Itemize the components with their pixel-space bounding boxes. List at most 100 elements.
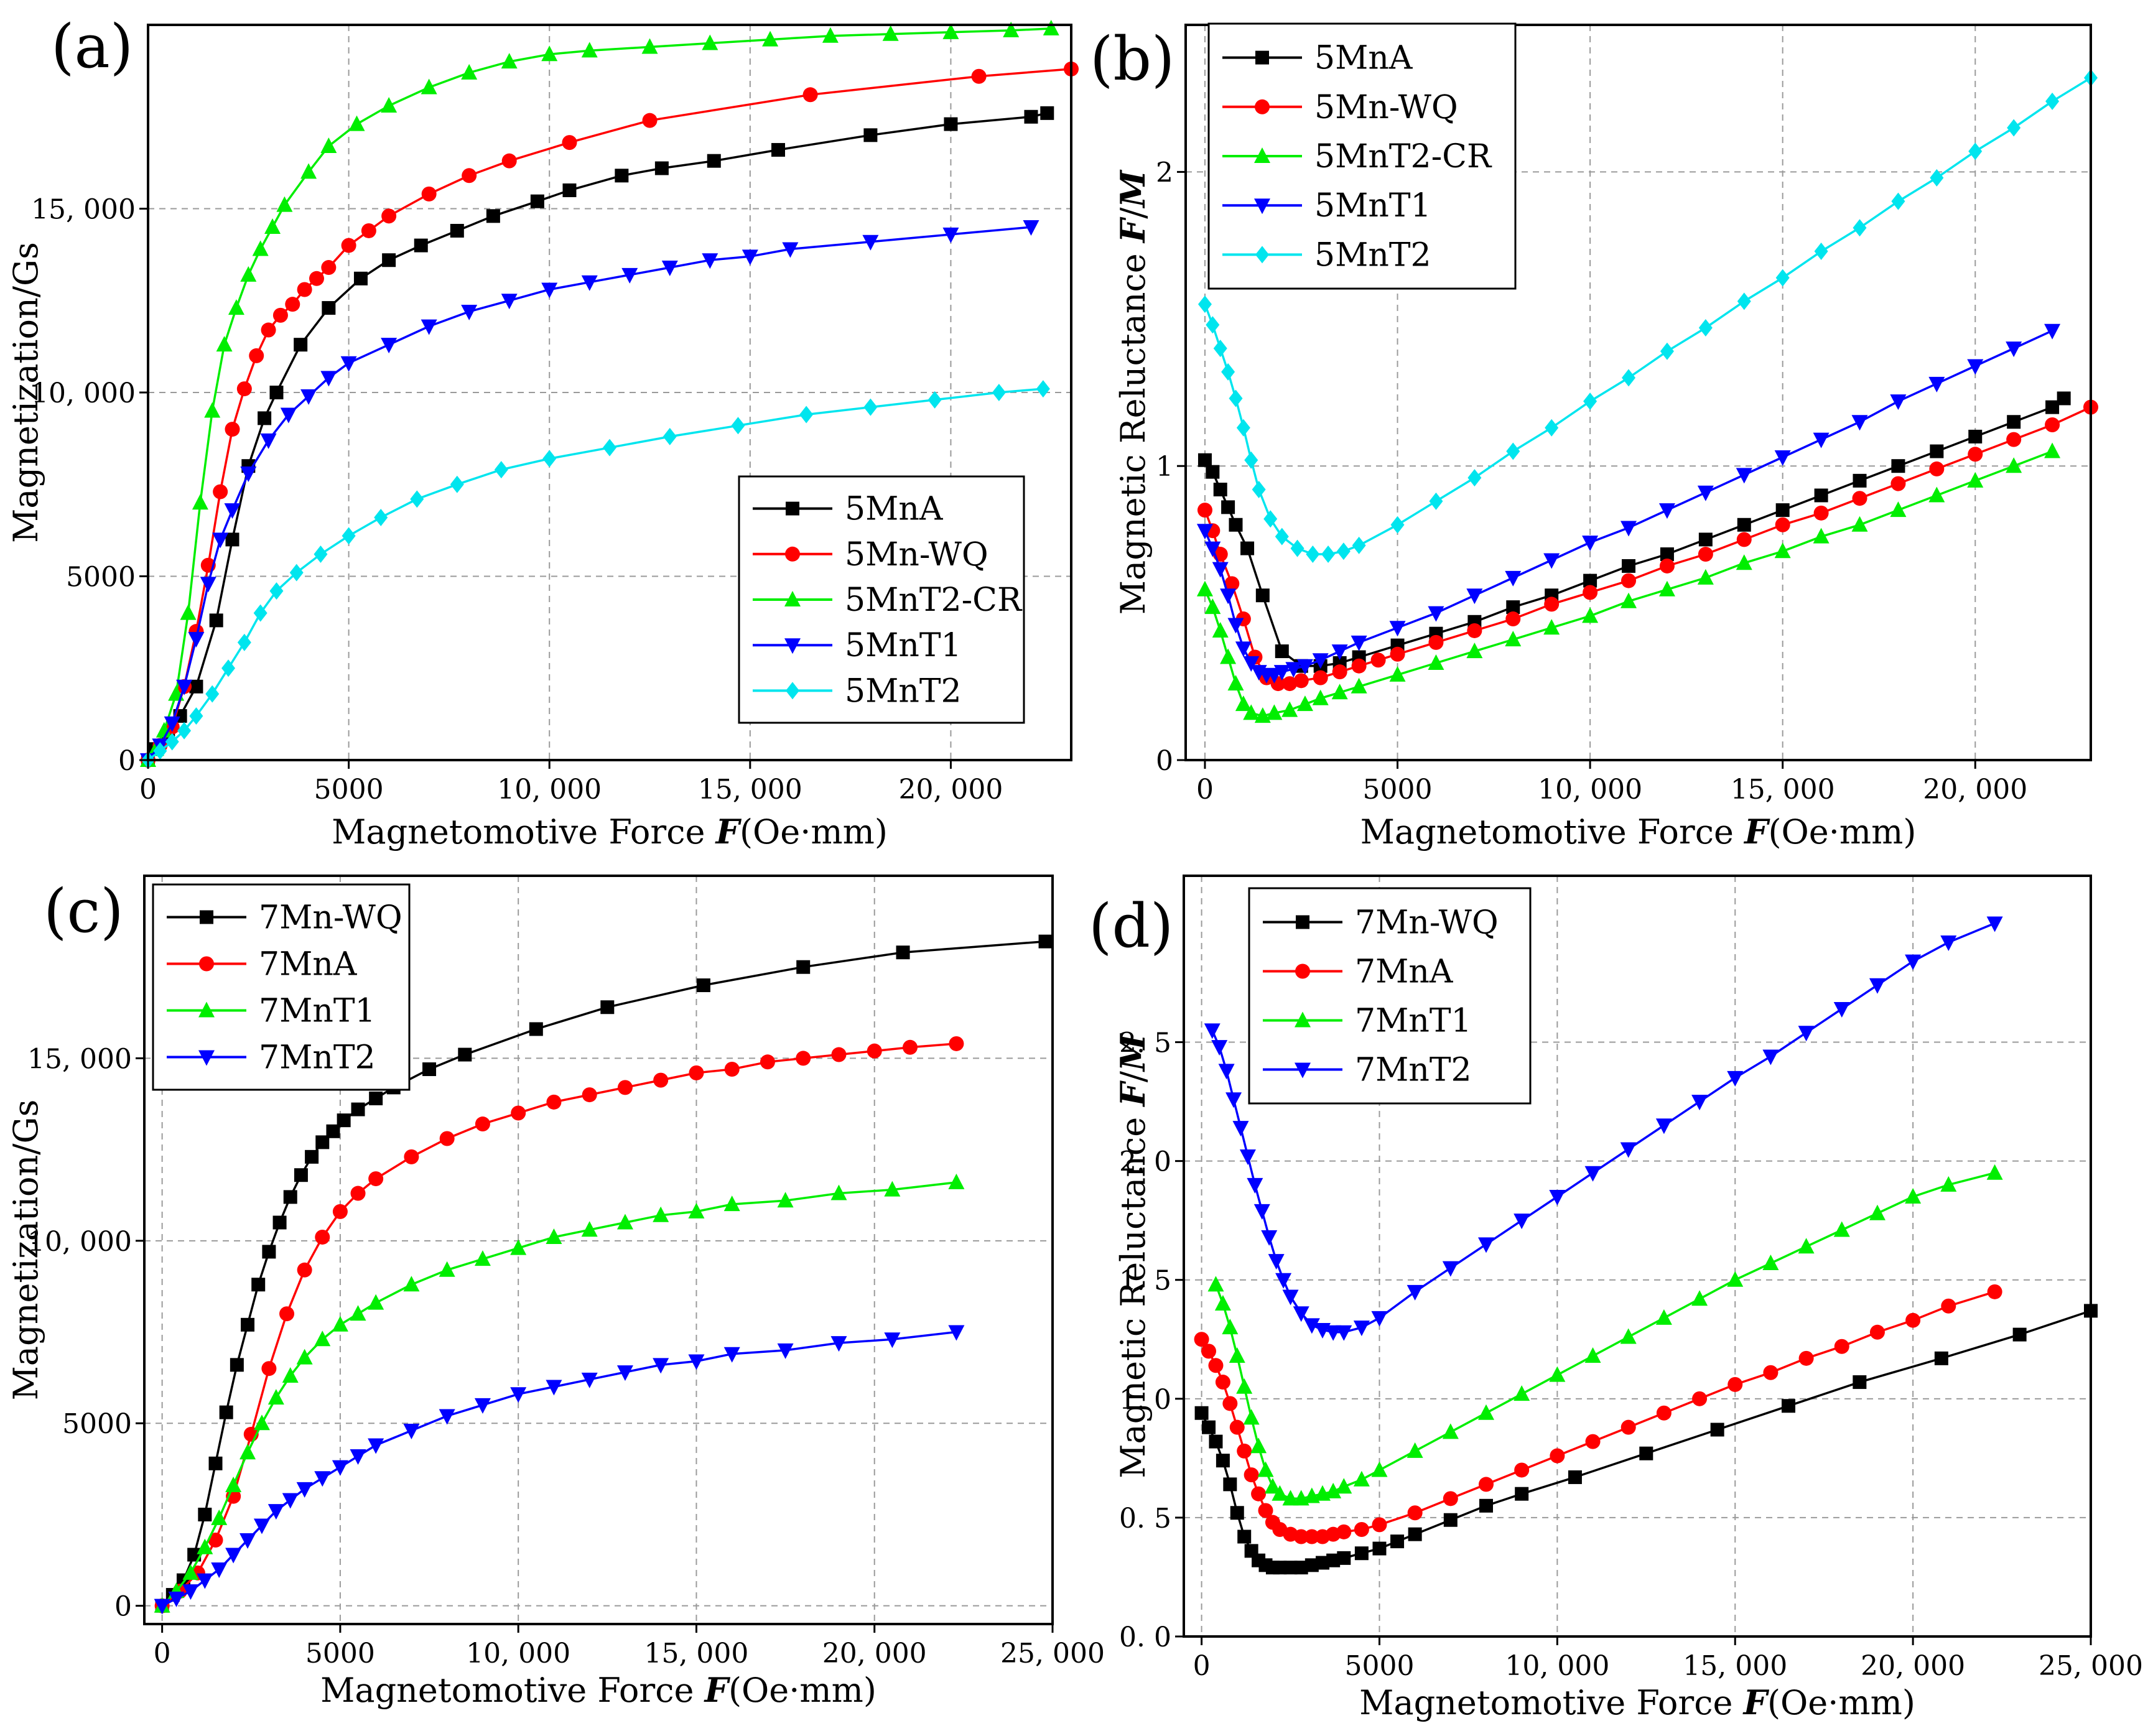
legend-box <box>152 883 411 1091</box>
data-point <box>414 238 428 253</box>
data-point <box>1290 539 1304 557</box>
data-point <box>461 304 478 320</box>
data-point <box>529 1022 543 1036</box>
data-point <box>1040 106 1054 120</box>
data-point <box>1351 658 1367 674</box>
data-point <box>314 1330 331 1347</box>
series-7MnA <box>1194 1284 2002 1544</box>
x-axis-label: Magnetomotive Force F(Oe·mm) <box>332 812 888 852</box>
data-point <box>251 1278 266 1292</box>
data-point <box>1774 450 1791 466</box>
data-point <box>1216 1454 1230 1468</box>
data-point <box>368 1171 384 1187</box>
legend-marker <box>198 1001 215 1018</box>
data-point <box>1466 643 1483 659</box>
data-point <box>1293 1529 1309 1544</box>
data-point <box>1227 618 1244 634</box>
data-point <box>1229 1419 1245 1435</box>
plot-frame <box>1184 24 2092 761</box>
data-point <box>1003 21 1020 37</box>
data-point <box>381 338 398 354</box>
data-point <box>1967 471 1984 488</box>
data-point <box>1206 465 1220 479</box>
legend-entry: 5Mn-WQ <box>845 536 988 573</box>
data-point <box>1243 704 1260 720</box>
data-point <box>615 169 629 183</box>
x-tick-label: 5000 <box>1344 1650 1414 1682</box>
data-point <box>1247 1177 1263 1194</box>
legend-entry: 5Mn-WQ <box>1314 89 1458 126</box>
y-tick-label: 1 <box>1156 451 1173 483</box>
data-point <box>1207 1276 1224 1292</box>
data-point <box>1331 644 1348 661</box>
data-point <box>731 417 745 435</box>
data-point <box>1313 670 1328 685</box>
data-point <box>462 168 477 183</box>
data-point <box>1296 659 1313 675</box>
legend-marker <box>784 591 801 606</box>
data-point <box>1372 1517 1387 1533</box>
data-point <box>1244 451 1258 469</box>
data-point <box>309 271 324 286</box>
data-point <box>361 223 376 238</box>
data-point <box>1336 1524 1352 1539</box>
data-point <box>348 115 365 131</box>
data-point <box>541 282 558 299</box>
data-point <box>1220 588 1237 605</box>
data-point <box>350 1186 366 1201</box>
y-tick-label: 5000 <box>66 562 136 593</box>
data-point <box>2044 323 2061 340</box>
data-point <box>1229 518 1243 532</box>
data-point <box>1505 611 1521 627</box>
data-point <box>305 1149 319 1164</box>
data-point <box>562 183 577 197</box>
data-point <box>546 1094 562 1110</box>
data-point <box>192 494 208 510</box>
data-point <box>1206 316 1220 334</box>
data-point <box>320 137 337 154</box>
legend-entry: 7MnT1 <box>259 993 376 1030</box>
data-point <box>461 63 478 80</box>
data-point <box>581 1221 598 1237</box>
data-point <box>1257 1461 1274 1477</box>
data-point <box>1660 342 1674 360</box>
data-point <box>189 679 203 694</box>
data-point <box>350 1305 366 1321</box>
data-point <box>2007 119 2021 137</box>
data-point <box>165 733 179 751</box>
series-5MnT1 <box>1196 323 2061 684</box>
data-point <box>1968 429 1983 443</box>
data-point <box>221 659 236 677</box>
data-point <box>653 1206 669 1222</box>
data-point <box>581 42 598 58</box>
data-point <box>1622 369 1636 387</box>
data-point <box>949 1036 964 1051</box>
data-point <box>1222 1319 1239 1335</box>
data-point <box>239 1533 256 1549</box>
data-point <box>1833 1002 1850 1018</box>
data-point <box>1987 1284 2002 1299</box>
data-point <box>1698 318 1713 337</box>
legend-entry: 7MnA <box>259 946 358 983</box>
data-point <box>1727 1271 1744 1287</box>
data-point <box>1621 521 1637 537</box>
data-point <box>381 208 397 224</box>
data-point <box>1268 1254 1285 1270</box>
data-point <box>830 1184 847 1200</box>
data-point <box>1303 1318 1320 1334</box>
data-point <box>269 386 284 399</box>
data-point <box>1321 545 1336 564</box>
data-point <box>180 604 197 620</box>
data-point <box>1930 169 1944 187</box>
data-point <box>320 371 337 387</box>
data-point <box>1239 1149 1256 1165</box>
series-5MnT1 <box>140 220 1039 769</box>
data-point <box>282 1493 299 1509</box>
data-point <box>896 945 910 960</box>
x-tick-label: 20, 000 <box>1861 1650 1965 1682</box>
data-point <box>1478 1404 1494 1420</box>
data-point <box>262 1245 276 1259</box>
data-point <box>439 1261 455 1277</box>
data-point <box>1851 415 1868 431</box>
data-point <box>458 1047 472 1062</box>
